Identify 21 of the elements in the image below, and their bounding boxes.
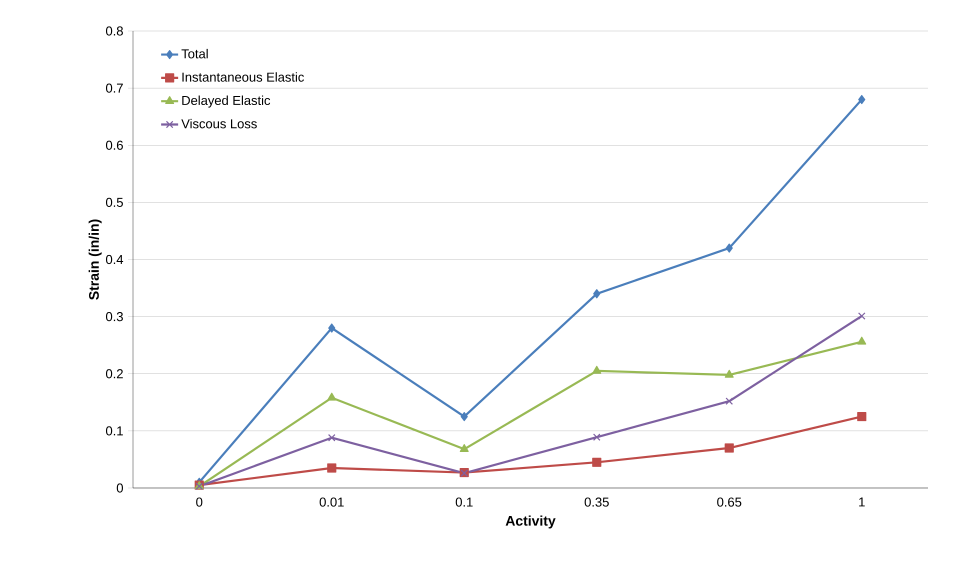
legend-label: Viscous Loss (181, 118, 257, 128)
x-axis-title: Activity (506, 516, 556, 529)
y-tick-label: 0.2 (106, 369, 123, 378)
y-tick-label: 0.8 (106, 26, 123, 36)
legend-label: Delayed Elastic (182, 96, 270, 108)
x-tick-label: 0.35 (584, 498, 609, 507)
y-tick-label: 0.3 (106, 312, 123, 322)
y-tick-label: 0.5 (106, 198, 123, 207)
legend-label: Total (182, 48, 208, 58)
y-tick-label: 0.4 (106, 254, 124, 264)
x-tick-label: 0.1 (456, 498, 473, 507)
y-tick-label: 0.7 (106, 84, 123, 93)
x-tick-label: 0.01 (320, 498, 344, 507)
y-tick-label: 0 (116, 483, 123, 493)
y-axis-title: Strain (in/in) (88, 220, 102, 300)
y-tick-label: 0.6 (106, 140, 123, 150)
x-tick-label: 1 (859, 498, 865, 506)
y-tick-label: 0.1 (106, 426, 123, 436)
x-tick-label: 0 (196, 498, 202, 507)
x-tick-label: 0.65 (717, 498, 742, 507)
legend-label: Instantaneous Elastic (182, 72, 304, 82)
